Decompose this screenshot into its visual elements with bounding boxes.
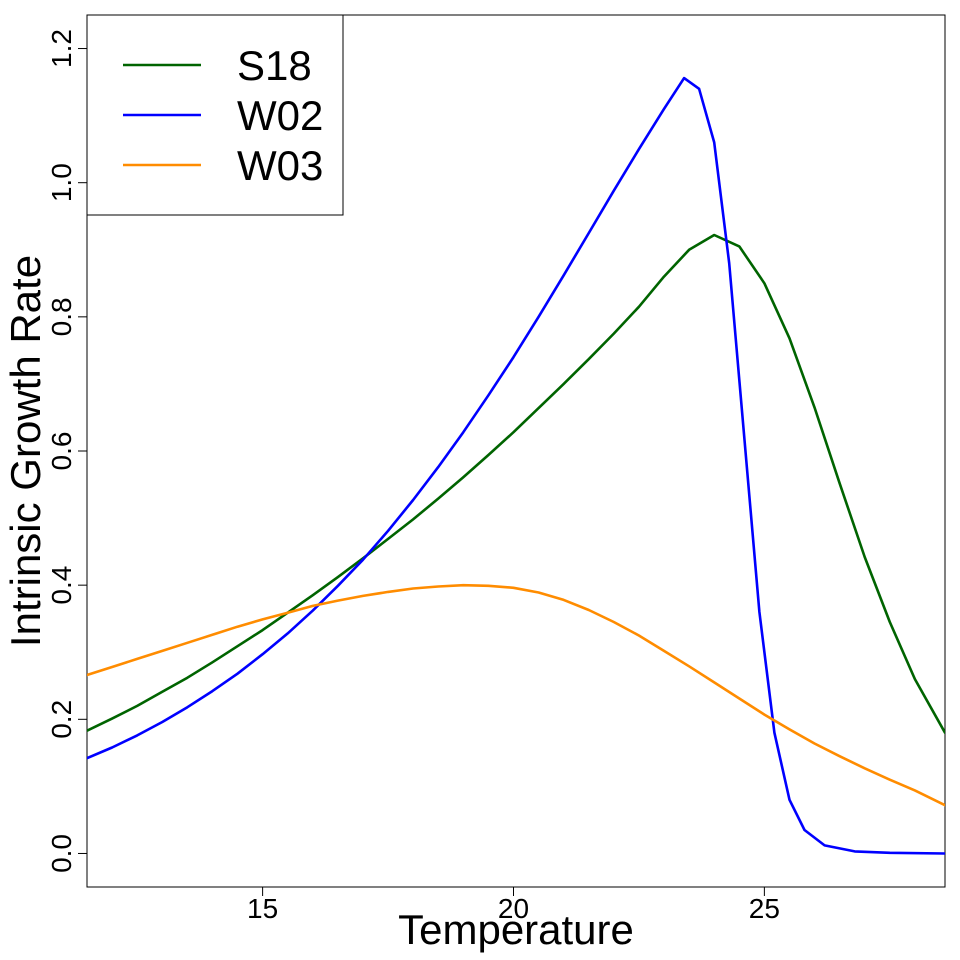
- y-tick-label: 0.0: [46, 834, 77, 873]
- x-tick-label: 25: [749, 893, 780, 924]
- y-tick-label: 0.6: [46, 432, 77, 471]
- y-axis-title: Intrinsic Growth Rate: [2, 255, 49, 647]
- y-tick-label: 0.8: [46, 297, 77, 336]
- y-tick-label: 0.2: [46, 700, 77, 739]
- y-tick-label: 1.2: [46, 29, 77, 68]
- series-line-w02: [87, 76, 945, 855]
- x-axis: 15 20 25: [247, 887, 780, 924]
- y-tick-label: 0.4: [46, 566, 77, 605]
- x-tick-label: 20: [498, 893, 529, 924]
- y-axis: 0.0 0.2 0.4 0.6 0.8 1.0 1.2: [46, 29, 87, 873]
- x-tick-label: 15: [247, 893, 278, 924]
- series-layer: [87, 76, 945, 855]
- series-line-s18: [87, 233, 945, 734]
- legend-label-w02: W02: [237, 92, 323, 139]
- x-axis-title: Temperature: [398, 906, 634, 953]
- y-tick-label: 1.0: [46, 163, 77, 202]
- series-line-w03: [87, 583, 945, 807]
- legend-label-w03: W03: [237, 142, 323, 189]
- legend-label-s18: S18: [237, 42, 312, 89]
